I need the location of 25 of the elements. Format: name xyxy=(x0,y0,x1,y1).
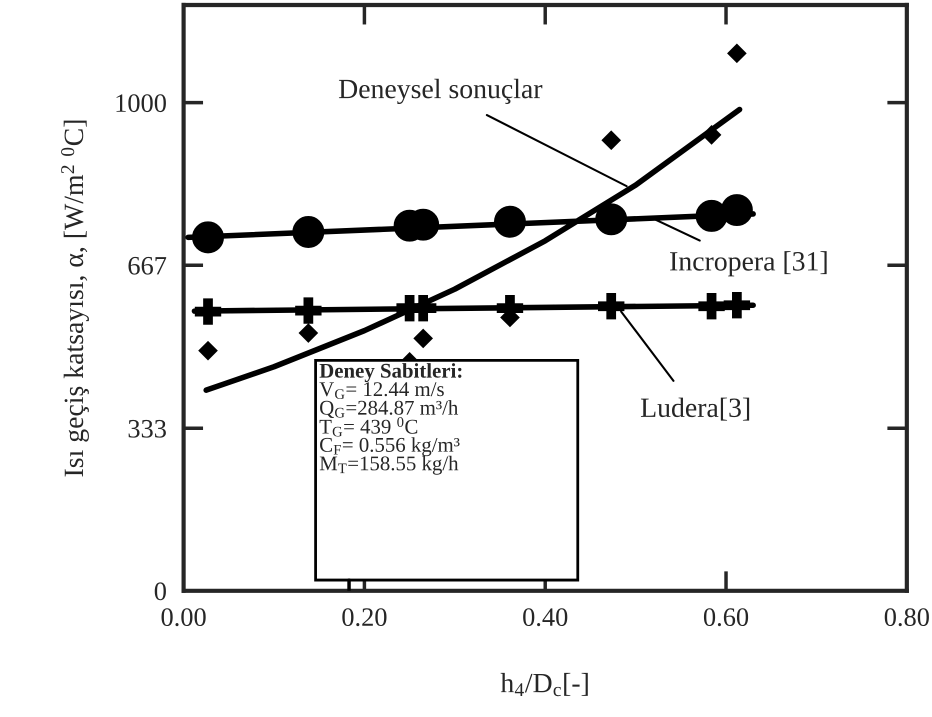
annotation: M$_{T}$=158.55 kg/h xyxy=(320,456,458,475)
x-tick-label: 0.00 xyxy=(162,608,206,626)
y-tick-label: 667 xyxy=(128,256,166,275)
x-tick-label: 0.60 xyxy=(704,608,748,626)
annotation: C$_{F}$= 0.556 kg/m³ xyxy=(320,437,460,456)
y-tick-label: 0 xyxy=(154,582,166,600)
x-axis-title: h$_{4}$/D$_{c}$[-] xyxy=(500,672,588,696)
point xyxy=(198,341,218,360)
annotation: Deneysel sonuçlar xyxy=(338,78,542,104)
point xyxy=(298,324,318,343)
annotation: Ludera[3] xyxy=(640,398,750,421)
x-tick-label: 0.40 xyxy=(523,608,568,626)
x-tick-label: 0.20 xyxy=(342,608,386,626)
annotation: Deney Sabitleri: xyxy=(320,363,462,382)
annotation: T$_{G}$= 439 $^{0}$C xyxy=(320,417,418,437)
y-tick-label: 333 xyxy=(128,420,166,438)
x-tick-label: 0.80 xyxy=(884,608,929,626)
point xyxy=(727,44,746,63)
point xyxy=(414,328,433,348)
annotation: Q$_{G}$=284.87 m³/h xyxy=(320,400,458,418)
point xyxy=(602,130,621,150)
annotation: V$_{G}$= 12.44 m/s xyxy=(319,382,444,400)
y-axis-title: Isı geçiş katsayısı, α, [W/m$^{2 0}$C] xyxy=(61,120,89,476)
annotation: Incropera [31] xyxy=(670,251,827,276)
y-tick-label: 1000 xyxy=(116,94,166,112)
